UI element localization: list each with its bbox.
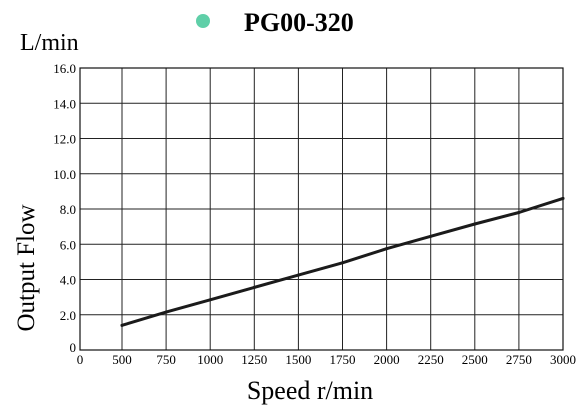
data-point — [341, 261, 344, 265]
data-point — [385, 247, 389, 251]
y-tick-label: 14.0 — [53, 96, 76, 111]
y-tick-label: 6.0 — [60, 237, 76, 252]
x-tick-label: 1000 — [197, 352, 223, 367]
y-unit-label: L/min — [20, 30, 79, 56]
y-tick-label: 10.0 — [53, 167, 76, 182]
x-tick-label: 2000 — [374, 352, 400, 367]
x-tick-label: 2500 — [462, 352, 488, 367]
x-tick-label: 3000 — [550, 352, 576, 367]
data-point — [164, 310, 168, 314]
y-tick-label: 0 — [70, 340, 77, 355]
data-point — [473, 222, 477, 226]
data-point — [252, 285, 256, 289]
data-point — [208, 298, 212, 302]
series-points — [120, 196, 565, 327]
x-tick-labels: 0 500 750 1000 1250 1500 1750 2000 2250 2500 2750 3… — [77, 352, 576, 367]
x-tick-label: 0 — [77, 352, 84, 367]
x-tick-label: 1750 — [330, 352, 356, 367]
chart-title: PG00-320 — [244, 8, 354, 37]
data-point — [296, 273, 300, 277]
data-point — [561, 196, 565, 200]
x-axis-label: Speed r/min — [247, 376, 373, 405]
y-tick-label: 8.0 — [60, 202, 76, 217]
y-tick-labels: 0 2.0 4.0 6.0 8.0 10.0 12.0 14.0 16.0 — [53, 61, 76, 355]
grid-lines — [80, 68, 563, 350]
x-tick-label: 750 — [156, 352, 176, 367]
x-tick-label: 2250 — [418, 352, 444, 367]
y-tick-label: 16.0 — [53, 61, 76, 76]
x-tick-label: 500 — [112, 352, 132, 367]
legend-marker — [196, 14, 210, 28]
y-tick-label: 4.0 — [60, 273, 76, 288]
y-tick-label: 12.0 — [53, 132, 76, 147]
data-point — [517, 211, 521, 215]
y-tick-label: 2.0 — [60, 308, 76, 323]
data-point — [120, 323, 124, 327]
x-tick-label: 2750 — [506, 352, 532, 367]
x-tick-label: 1250 — [241, 352, 267, 367]
x-tick-label: 1500 — [285, 352, 311, 367]
plot-frame — [79, 67, 564, 351]
data-point — [429, 234, 433, 238]
y-axis-label: Output Flow — [13, 204, 40, 331]
